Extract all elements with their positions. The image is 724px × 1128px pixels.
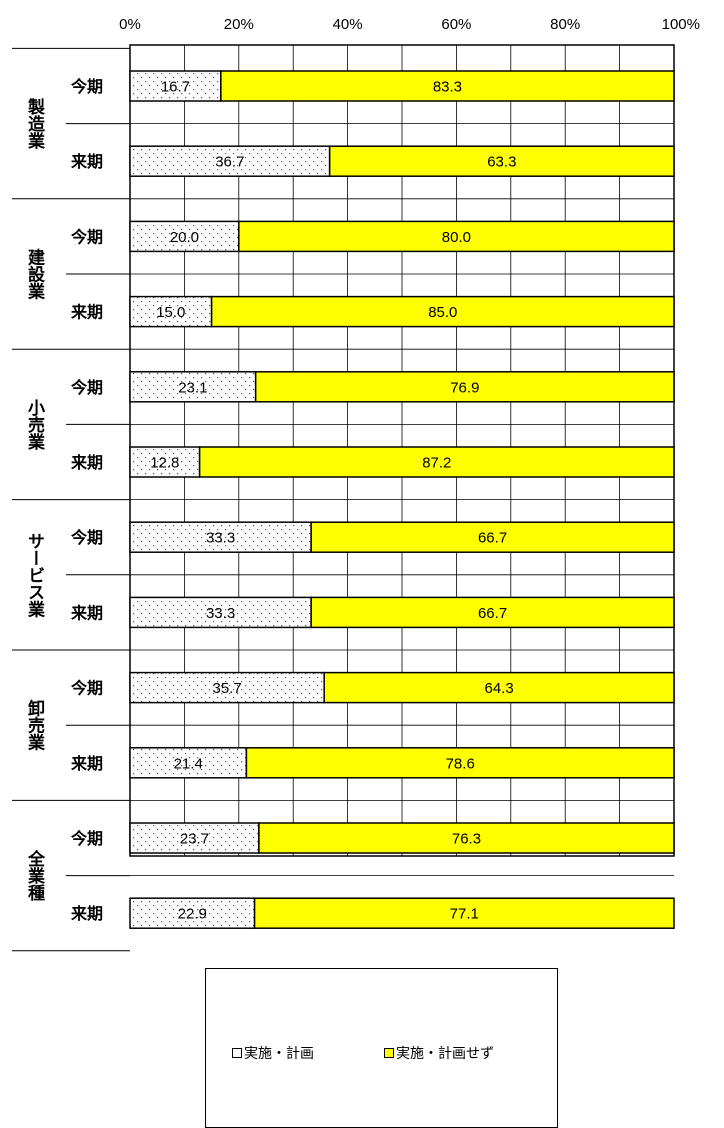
group-label: サービス業: [24, 532, 45, 618]
bar-segment-implemented: [129, 446, 201, 478]
group-label: 建設業: [24, 247, 45, 300]
bar-segment-not-implemented: [210, 295, 675, 328]
bar-segment-not-implemented: [310, 596, 675, 629]
row-label: 来期: [70, 603, 103, 622]
bars: 16.7 83.3 36.7 63.3 20.0 80.0 15.0 85.0 23.1 76.9…: [129, 70, 675, 929]
legend-label: 実施・計画せず: [396, 1046, 494, 1062]
bar-segment-implemented: [129, 897, 256, 929]
data-label: 63.3: [487, 154, 516, 171]
bar-segment-implemented: [129, 371, 257, 403]
legend-swatch-icon: [384, 1048, 394, 1058]
row-label: 来期: [70, 303, 103, 322]
row-label: 来期: [70, 904, 103, 923]
legend-swatch-icon: [232, 1048, 242, 1058]
bar-segment-implemented: [129, 671, 325, 704]
bar-segment-not-implemented: [253, 897, 675, 929]
bar-segment-implemented: [129, 145, 331, 177]
row-label: 今期: [70, 679, 103, 698]
data-label: 77.1: [450, 906, 479, 923]
gridlines: [129, 44, 675, 876]
data-label: 64.3: [485, 680, 514, 697]
bar-segment-not-implemented: [198, 446, 675, 478]
row-label: 今期: [70, 227, 103, 246]
data-label: 36.7: [215, 154, 244, 171]
data-label: 33.3: [206, 530, 235, 547]
data-label: 35.7: [213, 680, 242, 697]
group-label: 製造業: [24, 97, 46, 150]
data-label: 87.2: [422, 455, 451, 472]
bar-segment-implemented: [129, 295, 213, 328]
data-label: 83.3: [433, 79, 462, 96]
legend: 実施・計画 実施・計画せず: [205, 968, 558, 1128]
x-tick-label: 0%: [119, 16, 141, 33]
bar-segment-implemented: [129, 521, 312, 553]
data-label: 33.3: [206, 605, 235, 622]
x-tick-label: 20%: [224, 16, 254, 33]
group-label: 全業種: [24, 849, 46, 902]
row-label: 来期: [70, 754, 103, 773]
data-label: 85.0: [428, 304, 457, 321]
legend-item-series-1: 実施・計画せず: [384, 1043, 494, 1063]
data-label: 78.6: [446, 755, 475, 772]
bar-segment-not-implemented: [245, 747, 675, 779]
bar-segment-not-implemented: [258, 822, 675, 854]
data-label: 20.0: [170, 229, 199, 246]
x-axis-ticks: 0% 20% 40% 60% 80% 100%: [119, 16, 700, 33]
data-label: 66.7: [478, 530, 507, 547]
bar-segment-implemented: [129, 747, 248, 779]
data-label: 12.8: [150, 455, 179, 472]
bar-segment-not-implemented: [220, 70, 675, 102]
legend-label: 実施・計画: [244, 1046, 314, 1062]
row-label: 来期: [70, 152, 103, 171]
data-label: 76.9: [450, 379, 479, 396]
x-tick-label: 80%: [550, 16, 580, 33]
bar-segment-implemented: [129, 220, 240, 253]
row-label: 今期: [70, 528, 103, 547]
data-label: 23.7: [180, 831, 209, 848]
bar-segment-not-implemented: [254, 371, 675, 403]
legend-item-series-0: 実施・計画: [232, 1043, 314, 1063]
bar-segment-not-implemented: [310, 521, 675, 553]
group-label: 卸売業: [24, 699, 45, 752]
row-label: 今期: [70, 77, 103, 96]
bar-segment-not-implemented: [323, 671, 675, 704]
data-label: 66.7: [478, 605, 507, 622]
bar-segment-not-implemented: [328, 145, 675, 177]
row-label: 来期: [70, 453, 103, 472]
row-label: 今期: [70, 378, 103, 397]
data-label: 76.3: [452, 831, 481, 848]
data-label: 23.1: [178, 379, 207, 396]
data-label: 22.9: [178, 906, 207, 923]
data-label: 16.7: [161, 79, 190, 96]
data-label: 15.0: [156, 304, 185, 321]
bar-segment-not-implemented: [238, 220, 675, 253]
data-label: 21.4: [174, 755, 203, 772]
bar-segment-implemented: [129, 822, 260, 854]
data-label: 80.0: [442, 229, 471, 246]
group-label: 小売業: [24, 399, 45, 451]
x-tick-label: 100%: [662, 16, 700, 33]
x-tick-label: 40%: [333, 16, 363, 33]
stacked-bar-chart: 0% 20% 40% 60% 80% 100% 16.7 83.3 36.7 63.3 20.0 8…: [12, 16, 700, 952]
category-labels: 今期来期製造業今期来期建設業今期来期小売業今期来期サービス業今期来期卸売業今期来…: [12, 47, 130, 952]
x-tick-label: 60%: [441, 16, 471, 33]
row-label: 今期: [70, 829, 103, 848]
